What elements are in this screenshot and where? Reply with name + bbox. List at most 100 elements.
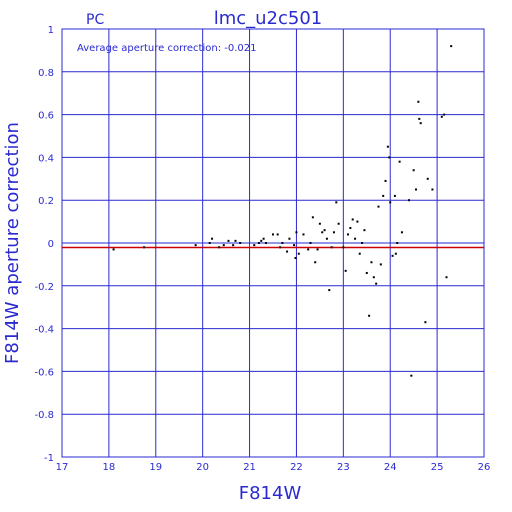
data-point [351, 218, 354, 221]
x-tick-label: 20 [196, 462, 209, 473]
data-point [358, 252, 361, 255]
data-point [394, 252, 397, 255]
data-point [276, 233, 279, 236]
data-point [314, 261, 317, 264]
y-tick-label: 0.4 [38, 153, 54, 164]
data-point [415, 188, 418, 191]
data-point [253, 244, 256, 247]
data-point [426, 177, 429, 180]
y-tick-label: 1 [48, 25, 54, 36]
data-point [239, 242, 242, 244]
data-point [143, 246, 146, 249]
data-point [288, 237, 291, 240]
data-point [311, 216, 314, 219]
data-point [344, 269, 347, 272]
data-point [218, 246, 221, 249]
x-tick-label: 18 [103, 462, 116, 473]
data-point [354, 237, 357, 240]
data-point [379, 263, 382, 266]
chart-title: lmc_u2c501 [214, 8, 323, 29]
data-point [356, 220, 359, 223]
data-point [260, 239, 263, 242]
x-tick-label: 26 [478, 462, 491, 473]
data-point [361, 242, 364, 244]
data-point [386, 145, 389, 148]
data-point [398, 160, 401, 163]
data-point [302, 233, 305, 236]
data-point [309, 242, 312, 244]
data-point [424, 321, 427, 324]
y-tick-label: -1 [44, 453, 54, 464]
data-point [389, 201, 392, 204]
data-point [332, 231, 335, 234]
grid-lines [61, 28, 485, 458]
data-point [294, 256, 297, 259]
data-point [391, 254, 394, 257]
data-point [412, 169, 415, 172]
x-tick-label: 23 [337, 462, 350, 473]
data-point [318, 222, 321, 225]
data-point [431, 188, 434, 191]
data-point [208, 242, 211, 244]
panel-label: PC [86, 12, 104, 28]
data-point [264, 242, 267, 244]
data-point [194, 244, 197, 247]
data-point [419, 122, 422, 125]
y-tick-label: -0.2 [34, 282, 54, 293]
data-point [279, 246, 282, 249]
x-tick-label: 21 [243, 462, 256, 473]
data-point [323, 229, 326, 232]
data-point [297, 252, 300, 255]
data-point [363, 229, 366, 232]
data-point [222, 244, 225, 247]
data-point [377, 205, 380, 208]
data-point [232, 244, 235, 247]
data-point [445, 276, 448, 279]
x-tick-label: 25 [431, 462, 444, 473]
data-point [375, 282, 378, 285]
data-point [281, 242, 284, 244]
data-point [417, 100, 420, 103]
y-tick-labels: 1 0.8 0.6 0.4 0.2 0 -0.2 -0.4 -0.6 -0.8 -1 [34, 25, 54, 464]
x-tick-label: 22 [290, 462, 303, 473]
data-point [365, 271, 368, 274]
data-point [337, 222, 340, 225]
data-point [382, 194, 385, 197]
x-tick-label: 24 [384, 462, 397, 473]
data-point [328, 289, 331, 292]
data-point [272, 233, 274, 236]
x-tick-label: 19 [149, 462, 162, 473]
y-tick-label: 0.2 [38, 196, 54, 207]
data-point [372, 276, 375, 279]
data-point [211, 237, 214, 240]
x-tick-label: 17 [56, 462, 69, 473]
average-annotation: Average aperture correction: -0.021 [77, 43, 257, 54]
x-tick-labels: 17 18 19 20 21 22 23 24 25 26 [56, 462, 491, 473]
data-point [293, 244, 296, 247]
data-point [307, 248, 310, 251]
data-point [257, 242, 260, 244]
data-point [440, 115, 443, 118]
data-point [410, 374, 413, 377]
y-tick-label: 0.6 [38, 111, 54, 122]
y-tick-label: 0 [48, 239, 54, 250]
y-tick-label: 0.8 [38, 68, 54, 79]
data-point [349, 227, 352, 230]
data-point [418, 117, 421, 120]
data-point [335, 201, 338, 204]
data-point [286, 250, 289, 253]
data-point [295, 231, 298, 234]
data-point [368, 314, 371, 317]
data-point [400, 231, 403, 234]
data-point [227, 239, 230, 242]
data-point [342, 246, 345, 249]
data-points [112, 45, 453, 377]
data-point [330, 246, 333, 249]
data-point [393, 194, 396, 197]
data-point [347, 233, 350, 236]
y-tick-label: -0.6 [34, 367, 54, 378]
x-axis-label: F814W [239, 483, 302, 504]
data-point [325, 237, 328, 240]
data-point [316, 248, 319, 251]
